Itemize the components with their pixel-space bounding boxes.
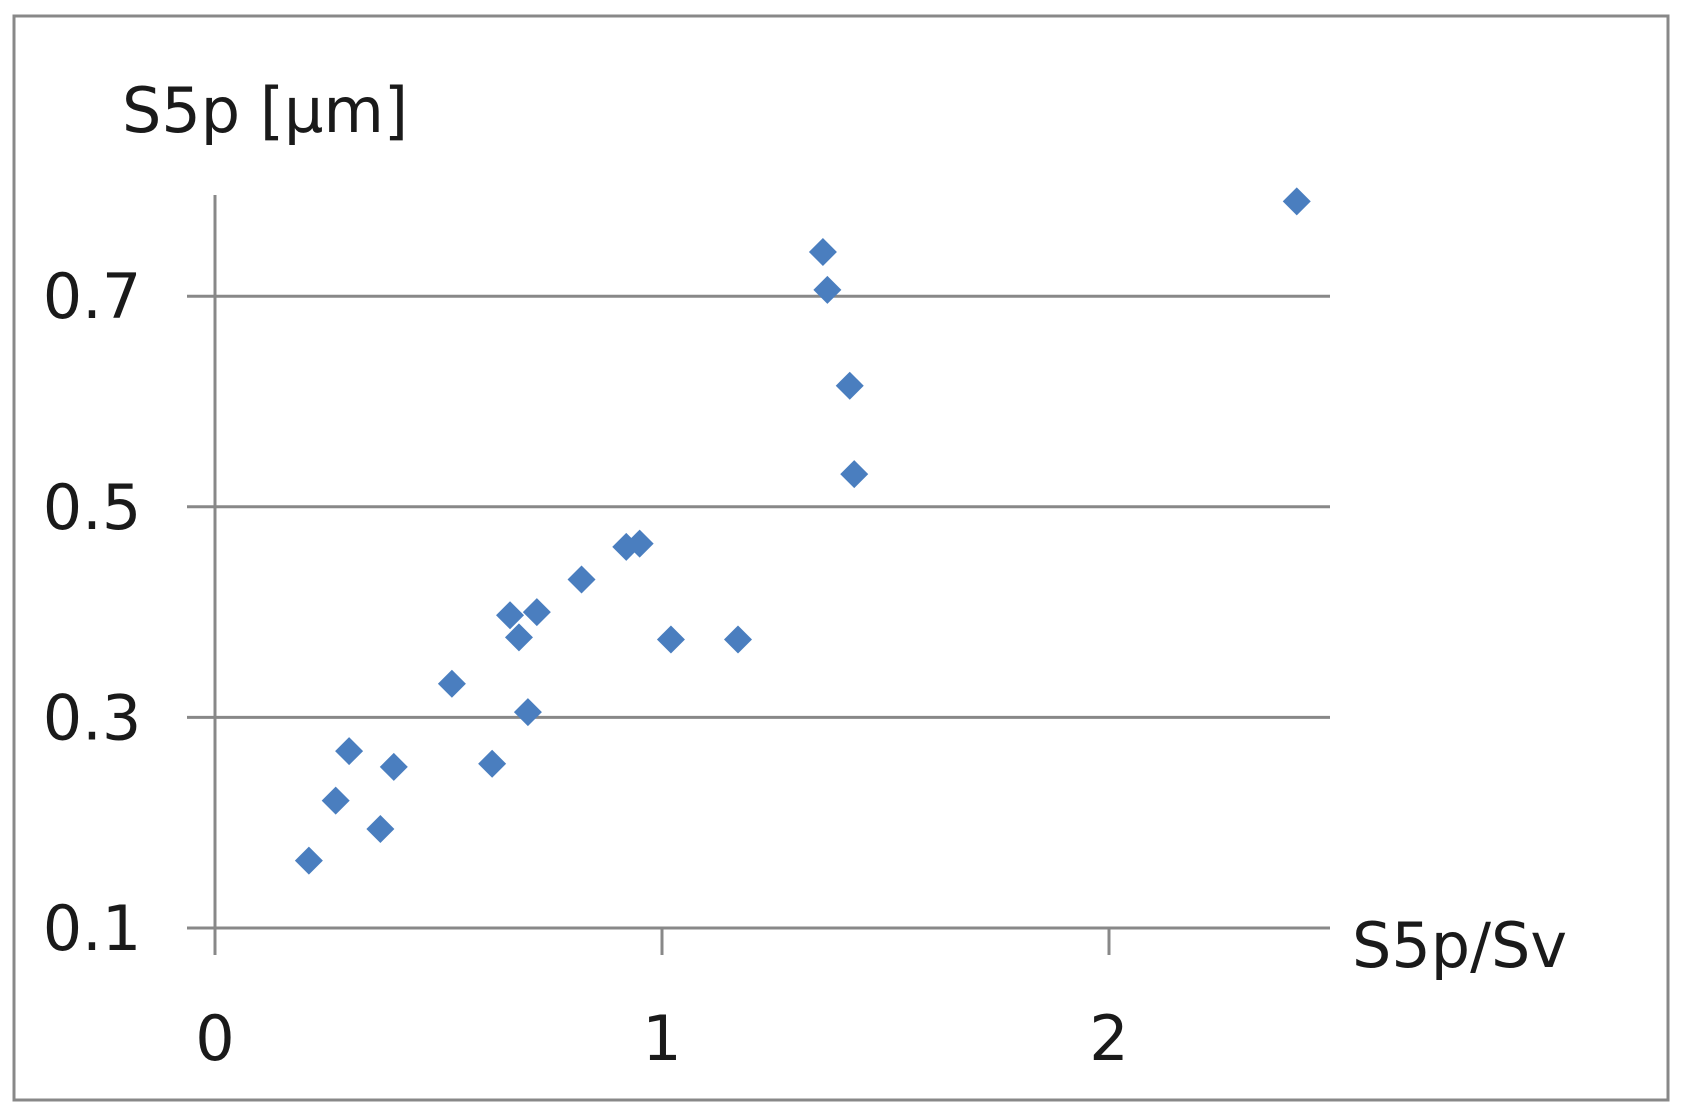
data-points — [294, 187, 1311, 875]
x-tick-label: 1 — [642, 1002, 681, 1075]
y-tick-label: 0.1 — [43, 892, 142, 965]
y-tick-label: 0.3 — [43, 681, 142, 754]
data-point — [1282, 187, 1311, 216]
data-point — [840, 460, 869, 489]
data-point — [522, 598, 551, 627]
chart-frame — [12, 14, 1670, 1102]
data-point — [366, 815, 395, 844]
y-tick-label: 0.7 — [43, 260, 142, 333]
data-point — [513, 698, 542, 727]
data-point — [379, 752, 408, 781]
data-point — [437, 669, 466, 698]
data-point — [567, 565, 596, 594]
y-axis-title: S5p [µm] — [122, 74, 408, 147]
data-point — [808, 237, 837, 266]
data-point — [625, 529, 654, 558]
data-point — [723, 625, 752, 654]
data-point — [321, 786, 350, 815]
x-tick-label: 0 — [195, 1002, 234, 1075]
x-axis-title: S5p/Sv — [1352, 909, 1567, 982]
data-point — [294, 846, 323, 875]
data-point — [504, 623, 533, 652]
data-point — [335, 737, 364, 766]
y-tick-label: 0.5 — [43, 471, 142, 544]
data-point — [835, 371, 864, 400]
x-tick-label: 2 — [1089, 1002, 1128, 1075]
axes — [187, 195, 1330, 955]
data-point — [496, 601, 525, 630]
gridlines — [187, 294, 1330, 719]
data-point — [478, 749, 507, 778]
data-point — [656, 625, 685, 654]
data-point — [813, 275, 842, 304]
tick-labels: 0.1 0.3 0.5 0.7 0 1 2 — [43, 260, 1129, 1075]
